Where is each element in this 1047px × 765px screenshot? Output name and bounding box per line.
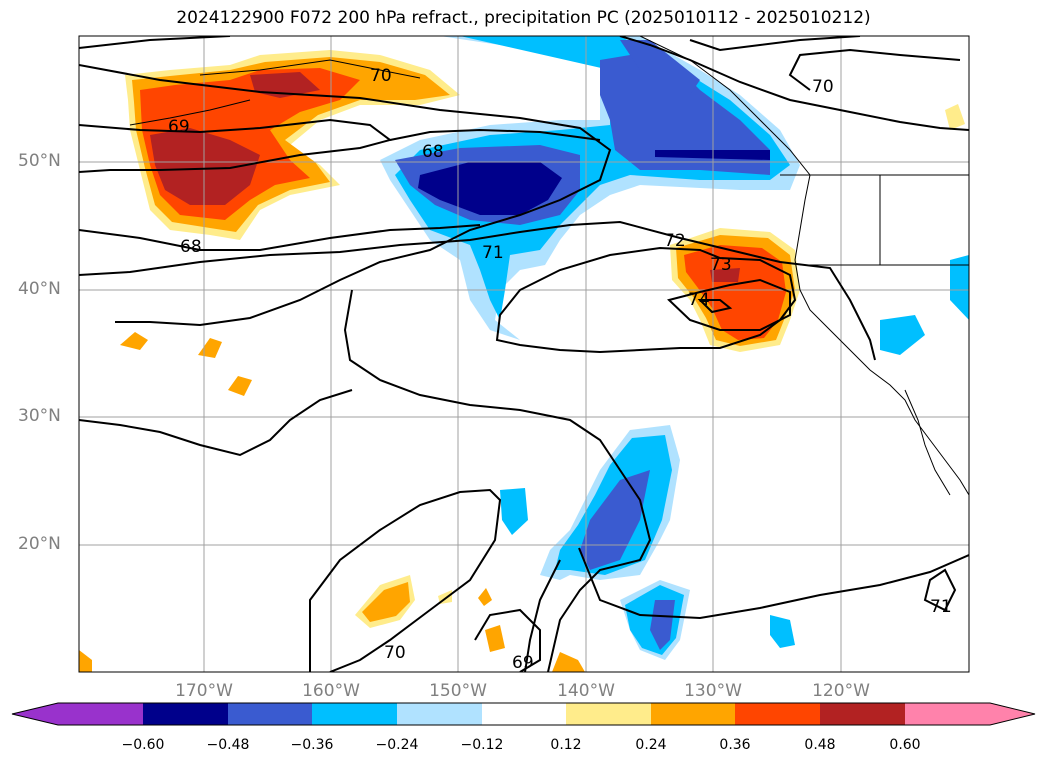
contour-label: 68 [180,237,202,257]
contour-label: 70 [384,643,406,663]
colorbar-tick-label: −0.36 [290,737,334,753]
colorbar [11,702,1036,726]
colorbar-segment [820,703,905,725]
contour-label: 74 [688,290,710,310]
positive-precip-anomaly-northwest [125,50,460,240]
contour-label: 71 [930,597,952,617]
colorbar-tick-label: −0.48 [206,737,250,753]
colorbar-under-extend [12,703,58,725]
colorbar-tick-label: 0.48 [804,737,836,753]
contour-label-group: 70 69 68 68 71 72 73 74 70 70 69 71 [168,66,952,673]
map-frame [78,35,970,673]
contour-label: 73 [710,255,732,275]
refractivity-contours [79,36,969,672]
lon-label: 160°W [302,681,360,701]
lat-label: 50°N [18,151,61,171]
colorbar-segment [905,703,990,725]
colorbar-tick-label: 0.60 [889,737,921,753]
contour-label: 68 [422,142,444,162]
colorbar-tick-label: 0.36 [719,737,751,753]
colorbar-segment [397,703,482,725]
lon-label: 170°W [175,681,233,701]
positive-precip-anomaly-patches [79,104,965,672]
lon-label: 130°W [684,681,742,701]
map-title: 2024122900 F072 200 hPa refract., precip… [176,8,871,28]
coastlines [129,36,969,496]
contour-label: 71 [482,243,504,263]
contour-label: 72 [664,231,686,251]
contour-label: 70 [370,66,392,86]
colorbar-segment [58,703,143,725]
lon-label: 140°W [557,681,615,701]
colorbar-tick-label: −0.60 [121,737,165,753]
contour-label: 69 [512,653,534,673]
lat-label: 20°N [18,534,61,554]
contour-label: 69 [168,117,190,137]
colorbar-segment [651,703,736,725]
colorbar-segment [566,703,651,725]
lon-label: 120°W [812,681,870,701]
colorbar-tick-label: 0.12 [550,737,582,753]
colorbar-tick-label: −0.24 [375,737,419,753]
contour-label: 70 [812,77,834,97]
lat-label: 40°N [18,279,61,299]
colorbar-segment [735,703,820,725]
colorbar-tick-label: −0.12 [460,737,504,753]
map-plot-area [79,36,969,672]
colorbar-segment [143,703,228,725]
colorbar-segment [312,703,397,725]
negative-precip-anomaly-north [380,36,800,340]
colorbar-outline [11,702,1036,726]
lat-label: 30°N [18,406,61,426]
colorbar-segment [228,703,313,725]
lon-label: 150°W [429,681,487,701]
colorbar-over-extend [990,703,1035,725]
colorbar-segment [482,703,567,725]
colorbar-tick-label: 0.24 [635,737,667,753]
